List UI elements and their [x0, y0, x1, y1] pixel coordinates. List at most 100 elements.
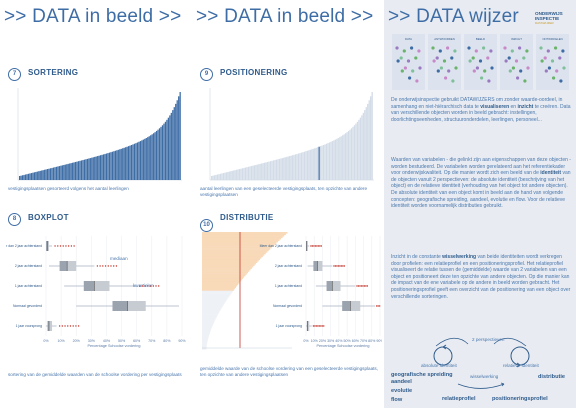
bar [42, 170, 44, 180]
category-label: Meer dan 2 jaar achterstand [260, 244, 303, 248]
distribution-bar [202, 330, 211, 333]
column-data-in-beeld-2: >> DATA in beeld >> 9 POSITIONERING aant… [192, 0, 384, 408]
outlier-point [377, 305, 379, 307]
outlier-point [75, 325, 77, 327]
bar [125, 147, 127, 180]
bar [176, 100, 178, 180]
distribution-bar [202, 289, 234, 291]
bar [277, 159, 279, 180]
box-upper [47, 241, 50, 251]
distribution-bar [202, 278, 242, 281]
bar [275, 159, 278, 180]
bar [343, 134, 345, 180]
outlier-point [311, 245, 314, 247]
strip-dot [478, 59, 483, 63]
tick-label: 30% [88, 339, 96, 343]
bar [246, 167, 248, 180]
bar [319, 146, 322, 180]
bar [336, 138, 338, 180]
bar [244, 167, 247, 180]
strip-dot [539, 46, 543, 50]
outlier-point [312, 325, 315, 327]
box-lower [59, 261, 68, 271]
strip-dot [446, 46, 450, 50]
bar [231, 170, 233, 180]
bar [172, 110, 174, 180]
column-header: >> DATA in beeld >> [196, 6, 374, 27]
box-lower [83, 281, 95, 291]
strip-dot [453, 49, 457, 53]
strip-dot [471, 56, 475, 60]
bar [361, 115, 363, 180]
distribution-bar [202, 346, 207, 349]
distribution-bar [202, 248, 271, 250]
outlier-point [357, 285, 360, 287]
strip-dot [402, 49, 406, 53]
strip-dot [550, 59, 555, 63]
distribution-bar [202, 286, 236, 288]
bar [328, 142, 331, 180]
bar [63, 164, 65, 180]
strip-dot [558, 56, 562, 60]
strip-dot [516, 76, 520, 80]
strip-dot [504, 59, 508, 63]
box-lower [47, 321, 50, 331]
outlier-point [318, 325, 321, 327]
bar [73, 162, 75, 180]
bar [280, 158, 282, 180]
strip-dot [435, 56, 439, 60]
distribution-bar [202, 315, 217, 318]
bar [371, 92, 373, 180]
bar [148, 136, 150, 180]
bar [353, 125, 356, 180]
distribution-bar [202, 265, 254, 268]
strip-dot [436, 69, 440, 73]
strip-dot [544, 69, 548, 73]
distribution-bar [202, 277, 243, 280]
box-upper [67, 261, 77, 271]
box-upper [127, 301, 146, 311]
outlier-point [147, 285, 149, 287]
tick-label: 20% [73, 339, 81, 343]
bar [30, 173, 33, 180]
bar [306, 150, 308, 180]
distribution-bar [202, 348, 207, 350]
bar [297, 153, 300, 180]
bar [86, 158, 89, 180]
bar [64, 164, 66, 180]
strip-dot [406, 59, 411, 63]
category-label: 1 jaar achterstand [15, 284, 42, 288]
distribution-bar [202, 331, 210, 334]
outlier-point [363, 285, 366, 287]
bar [179, 92, 181, 180]
bar [155, 130, 158, 180]
intro-paragraph: De onderwijsinspectie gebruikt DATAWIJZE… [391, 97, 571, 123]
strip-dot [546, 49, 550, 53]
bar [33, 172, 35, 180]
bar [269, 161, 272, 180]
section-title-boxplot: BOXPLOT [28, 213, 69, 222]
bar [327, 143, 329, 180]
tick-label: 90% [376, 339, 382, 343]
bar [356, 121, 359, 180]
concept-distributie: distributie [538, 374, 566, 380]
distribution-bar [202, 333, 210, 335]
outlier-point [69, 325, 72, 327]
bar [126, 146, 128, 180]
distribution-bar [202, 262, 256, 265]
box-lower [46, 241, 48, 251]
category-label: 1 jaar achterstand [275, 284, 302, 288]
bar [317, 147, 319, 180]
outlier-point [342, 265, 344, 267]
strip-dot [451, 79, 455, 83]
bar [119, 149, 121, 180]
outlier-point [99, 265, 101, 267]
outlier-point [359, 285, 361, 287]
bar [221, 173, 223, 180]
box-upper [350, 301, 361, 311]
outlier-point [138, 285, 141, 287]
bar [303, 151, 306, 180]
bar [325, 143, 328, 180]
bar [27, 173, 30, 180]
bar [102, 154, 105, 180]
